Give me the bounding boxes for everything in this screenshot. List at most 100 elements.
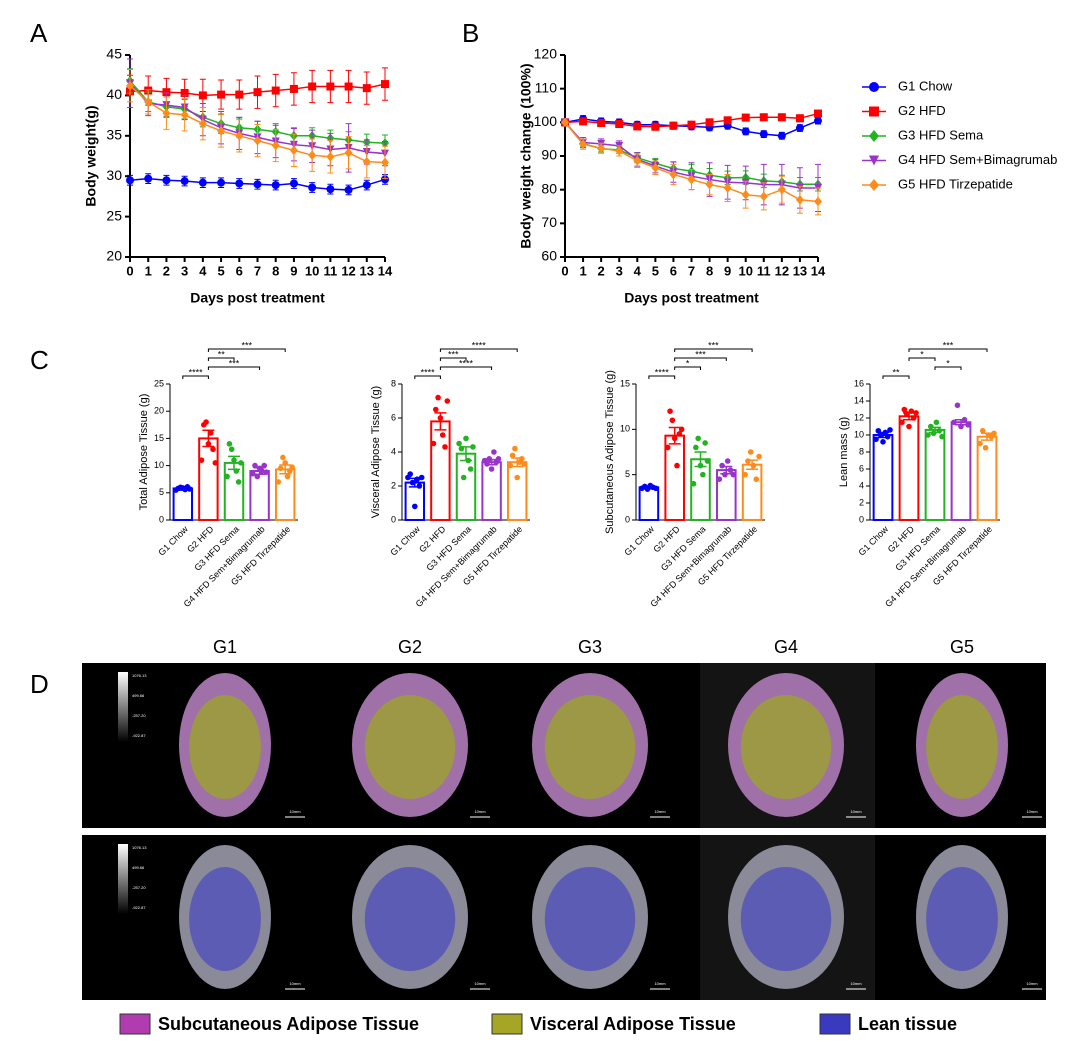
bar bbox=[898, 415, 920, 521]
marker bbox=[308, 82, 317, 91]
marker bbox=[795, 194, 804, 205]
x-tick-label: 2 bbox=[598, 263, 605, 278]
scale-bar-label: 10mm bbox=[474, 981, 486, 986]
panel-label: A bbox=[30, 18, 48, 48]
data-point bbox=[430, 440, 437, 447]
marker bbox=[741, 127, 750, 136]
significance-label: *** bbox=[242, 340, 253, 350]
data-point bbox=[991, 430, 997, 437]
x-tick-label: G1 Chow bbox=[388, 524, 422, 558]
x-tick-label: 1 bbox=[579, 263, 586, 278]
y-axis-label: Subcutaneous Adipose Tissue (g) bbox=[604, 370, 616, 534]
significance-bracket bbox=[439, 357, 467, 361]
y-tick-label: 4 bbox=[391, 446, 396, 456]
data-point bbox=[507, 462, 514, 469]
column-label: G1 bbox=[213, 637, 237, 657]
data-point bbox=[205, 441, 212, 447]
y-tick-label: 15 bbox=[620, 378, 630, 388]
colorbar-label: 499.66 bbox=[132, 865, 145, 870]
data-point bbox=[488, 466, 495, 472]
data-point bbox=[491, 449, 497, 455]
legend-label: Lean tissue bbox=[858, 1014, 957, 1034]
data-point bbox=[275, 479, 282, 485]
x-tick-label: 8 bbox=[706, 263, 713, 278]
significance-bracket bbox=[908, 348, 988, 352]
scale-bar-label: 10mm bbox=[850, 809, 862, 814]
bar bbox=[172, 487, 194, 521]
significance-bracket bbox=[207, 348, 286, 352]
data-point bbox=[226, 441, 233, 447]
marker bbox=[759, 191, 768, 202]
data-point bbox=[512, 445, 518, 452]
y-tick-label: 0 bbox=[391, 514, 396, 524]
significance-label: **** bbox=[459, 358, 474, 368]
marker bbox=[308, 183, 317, 192]
significance-label: ** bbox=[892, 367, 900, 377]
x-tick-label: 0 bbox=[126, 263, 133, 278]
x-tick-label: 14 bbox=[811, 263, 826, 278]
data-point bbox=[875, 427, 882, 434]
marker bbox=[198, 91, 207, 100]
y-tick-label: 45 bbox=[106, 46, 122, 62]
x-tick-label: 7 bbox=[688, 263, 695, 278]
colorbar bbox=[118, 844, 128, 914]
data-point bbox=[203, 419, 209, 425]
marker bbox=[723, 116, 732, 125]
data-point bbox=[933, 419, 940, 426]
data-point bbox=[414, 476, 420, 483]
panel-label: D bbox=[30, 669, 49, 699]
data-point bbox=[444, 398, 451, 404]
marker bbox=[180, 109, 189, 120]
marker bbox=[344, 147, 353, 158]
scale-bar-label: 10mm bbox=[850, 981, 862, 986]
marker bbox=[777, 131, 786, 140]
x-tick-label: 1 bbox=[145, 263, 152, 278]
colorbar-label: 1076.13 bbox=[132, 845, 147, 850]
y-tick-label: 90 bbox=[541, 147, 557, 163]
data-point bbox=[289, 464, 295, 471]
marker bbox=[344, 185, 353, 194]
data-point bbox=[484, 461, 490, 467]
marker bbox=[289, 179, 298, 188]
data-point bbox=[702, 440, 708, 446]
data-point bbox=[470, 444, 476, 450]
y-tick-label: 0 bbox=[625, 514, 630, 524]
data-point bbox=[233, 468, 240, 474]
data-point bbox=[880, 439, 886, 445]
marker bbox=[741, 113, 750, 122]
ct-organ bbox=[740, 867, 832, 971]
data-point bbox=[951, 419, 957, 426]
marker bbox=[162, 176, 171, 185]
column-label: G2 bbox=[398, 637, 422, 657]
marker bbox=[633, 155, 642, 166]
data-point bbox=[693, 444, 699, 451]
error-bar bbox=[456, 446, 476, 462]
y-tick-label: 25 bbox=[154, 378, 164, 388]
marker bbox=[362, 84, 371, 93]
x-tick-label: G1 Chow bbox=[622, 524, 656, 558]
data-point bbox=[252, 462, 258, 469]
y-tick-label: 20 bbox=[154, 406, 164, 416]
marker bbox=[814, 109, 822, 118]
x-tick-label: 4 bbox=[199, 263, 207, 278]
data-point bbox=[495, 456, 502, 462]
marker bbox=[814, 196, 822, 207]
y-tick-label: 4 bbox=[859, 480, 864, 490]
bar bbox=[455, 452, 477, 522]
data-point bbox=[458, 445, 465, 452]
data-point bbox=[899, 419, 905, 426]
marker bbox=[144, 97, 153, 107]
y-axis-label: Body weight(g) bbox=[83, 105, 99, 206]
data-point bbox=[664, 444, 671, 451]
marker bbox=[144, 174, 153, 183]
data-point bbox=[456, 440, 462, 447]
marker bbox=[362, 181, 371, 190]
marker bbox=[308, 150, 317, 160]
data-point bbox=[925, 432, 931, 438]
data-point bbox=[882, 429, 889, 436]
marker bbox=[705, 179, 714, 190]
x-tick-label: 12 bbox=[341, 263, 355, 278]
ct-organ bbox=[364, 695, 456, 799]
significance-bracket bbox=[439, 366, 493, 370]
y-tick-label: 0 bbox=[159, 514, 164, 524]
